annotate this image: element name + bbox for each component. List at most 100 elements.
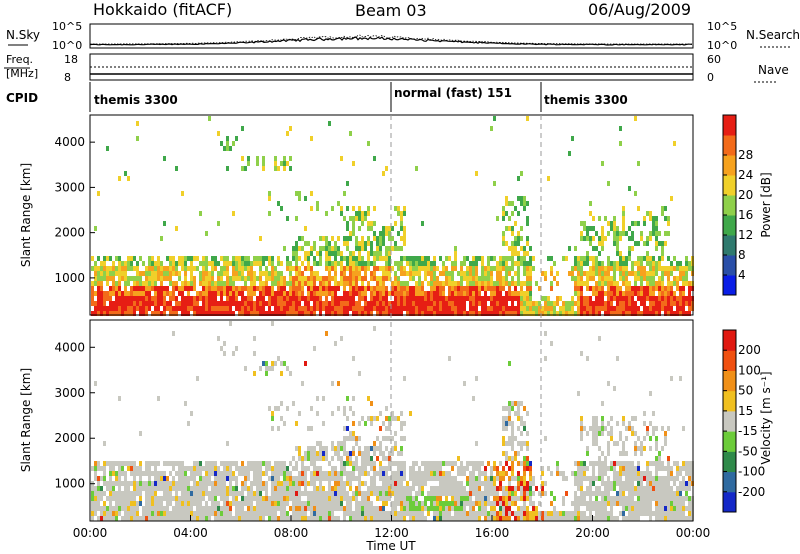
- range-time-cell: [310, 306, 313, 311]
- range-time-cell: [655, 216, 658, 221]
- range-time-cell: [676, 261, 679, 266]
- range-time-cell: [592, 431, 595, 436]
- range-time-cell: [520, 236, 523, 241]
- range-time-cell: [463, 466, 466, 471]
- range-time-cell: [310, 251, 313, 256]
- range-time-cell: [433, 486, 436, 491]
- range-time-cell: [448, 281, 451, 286]
- range-time-cell: [448, 276, 451, 281]
- range-time-cell: [100, 486, 103, 491]
- range-time-cell: [667, 231, 670, 236]
- range-time-cell: [259, 476, 262, 481]
- range-time-cell: [577, 286, 580, 291]
- range-time-cell: [505, 511, 508, 516]
- range-time-cell: [427, 256, 430, 261]
- range-time-cell: [313, 516, 316, 521]
- range-time-cell: [643, 446, 646, 451]
- range-time-cell: [115, 506, 118, 511]
- range-time-cell: [412, 296, 415, 301]
- range-time-cell: [103, 461, 106, 466]
- range-time-cell: [175, 166, 178, 171]
- range-time-cell: [244, 311, 247, 316]
- range-time-cell: [346, 451, 349, 456]
- range-time-cell: [664, 296, 667, 301]
- range-time-cell: [157, 501, 160, 506]
- range-time-cell: [157, 266, 160, 271]
- range-time-cell: [187, 506, 190, 511]
- range-time-cell: [358, 206, 361, 211]
- range-time-cell: [103, 476, 106, 481]
- range-time-cell: [136, 266, 139, 271]
- range-time-cell: [430, 461, 433, 466]
- range-time-cell: [646, 511, 649, 516]
- range-time-cell: [577, 501, 580, 506]
- range-time-cell: [391, 236, 394, 241]
- range-time-cell: [376, 281, 379, 286]
- range-time-cell: [223, 516, 226, 521]
- range-time-cell: [604, 271, 607, 276]
- range-time-cell: [148, 306, 151, 311]
- range-time-cell: [586, 271, 589, 276]
- range-time-cell: [415, 296, 418, 301]
- range-time-cell: [190, 271, 193, 276]
- range-time-cell: [103, 501, 106, 506]
- range-time-cell: [421, 516, 424, 521]
- range-time-cell: [361, 481, 364, 486]
- range-time-cell: [346, 291, 349, 296]
- range-time-cell: [409, 486, 412, 491]
- range-time-cell: [577, 266, 580, 271]
- range-time-cell: [610, 501, 613, 506]
- range-time-cell: [355, 461, 358, 466]
- range-time-cell: [550, 311, 553, 316]
- range-time-cell: [469, 501, 472, 506]
- range-time-cell: [514, 486, 517, 491]
- range-time-cell: [439, 271, 442, 276]
- range-time-cell: [217, 476, 220, 481]
- range-time-cell: [526, 221, 529, 226]
- range-time-cell: [652, 306, 655, 311]
- range-time-cell: [382, 466, 385, 471]
- range-time-cell: [274, 161, 277, 166]
- range-time-cell: [286, 261, 289, 266]
- range-time-cell: [598, 431, 601, 436]
- range-time-cell: [670, 281, 673, 286]
- range-time-cell: [124, 476, 127, 481]
- range-time-cell: [334, 311, 337, 316]
- range-time-cell: [493, 461, 496, 466]
- range-time-cell: [160, 471, 163, 476]
- range-time-cell: [475, 171, 478, 176]
- range-time-cell: [142, 481, 145, 486]
- range-time-cell: [370, 456, 373, 461]
- range-time-cell: [103, 311, 106, 316]
- range-time-cell: [364, 516, 367, 521]
- range-time-cell: [613, 386, 616, 391]
- range-time-cell: [628, 426, 631, 431]
- range-time-cell: [97, 481, 100, 486]
- range-time-cell: [481, 506, 484, 511]
- range-time-cell: [265, 361, 268, 366]
- range-time-cell: [358, 471, 361, 476]
- range-time-cell: [490, 276, 493, 281]
- range-time-cell: [445, 481, 448, 486]
- range-time-cell: [352, 431, 355, 436]
- range-time-cell: [445, 476, 448, 481]
- range-time-cell: [367, 236, 370, 241]
- range-time-cell: [622, 226, 625, 231]
- range-time-cell: [214, 286, 217, 291]
- range-time-cell: [316, 301, 319, 306]
- range-time-cell: [658, 451, 661, 456]
- range-time-cell: [346, 181, 349, 186]
- range-time-cell: [148, 266, 151, 271]
- range-time-cell: [424, 466, 427, 471]
- range-time-cell: [475, 271, 478, 276]
- range-time-cell: [385, 486, 388, 491]
- range-time-cell: [385, 276, 388, 281]
- range-time-cell: [439, 301, 442, 306]
- range-time-cell: [490, 511, 493, 516]
- range-time-cell: [265, 471, 268, 476]
- range-time-cell: [481, 256, 484, 261]
- range-time-cell: [658, 456, 661, 461]
- range-time-cell: [649, 436, 652, 441]
- range-time-cell: [511, 201, 514, 206]
- range-time-cell: [589, 501, 592, 506]
